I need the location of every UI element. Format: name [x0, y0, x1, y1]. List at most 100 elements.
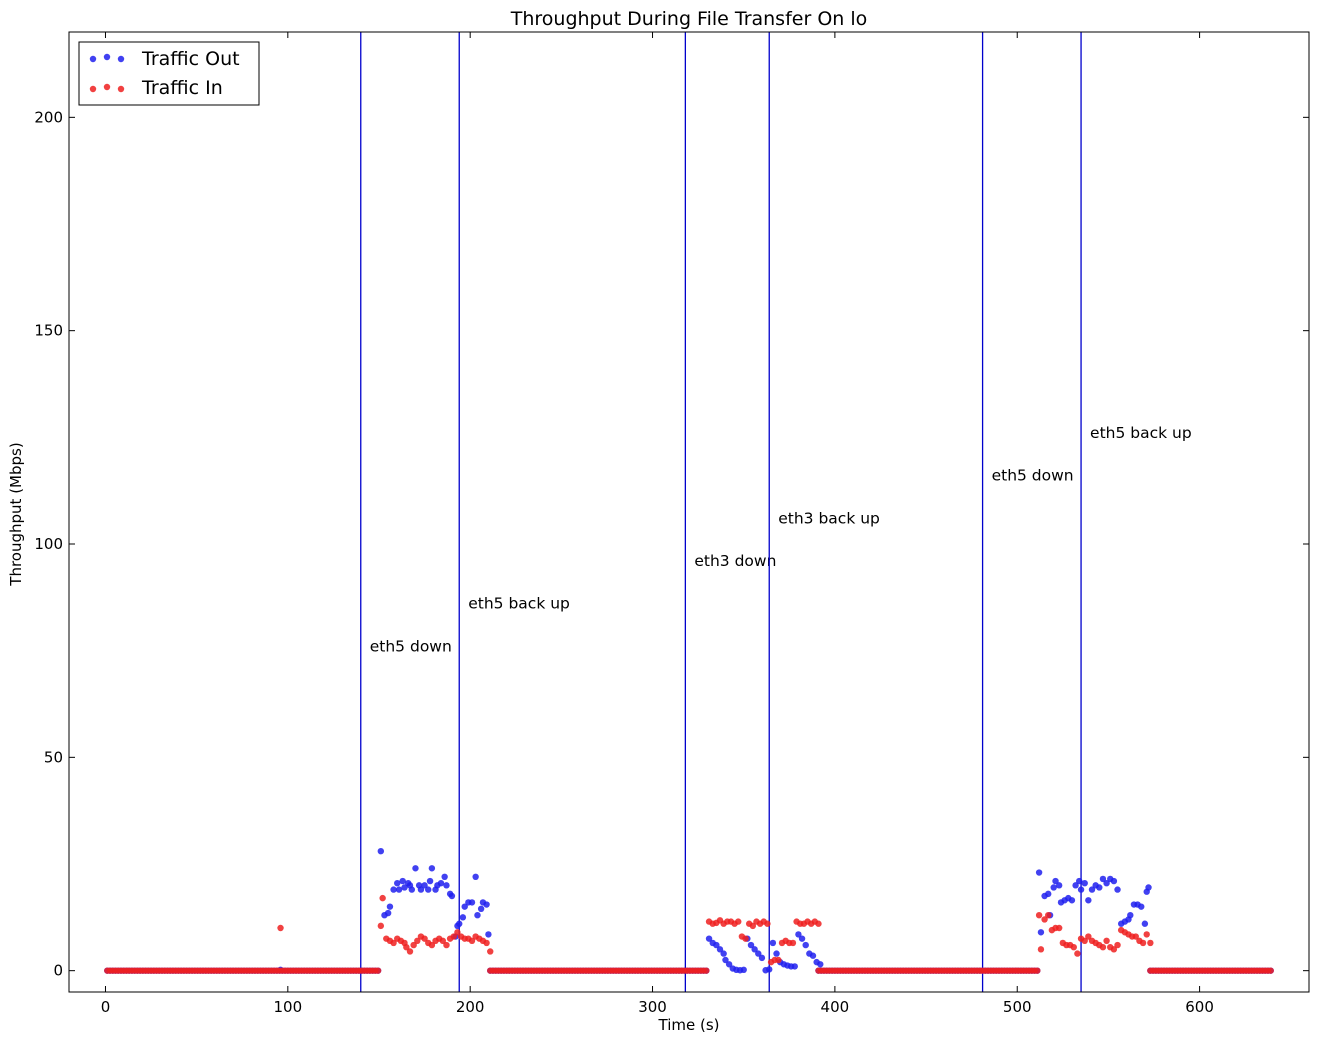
legend-traffic-in-dot	[89, 85, 97, 93]
traffic-out-point	[461, 903, 468, 910]
traffic-out-point	[426, 877, 434, 885]
traffic-out-point	[1099, 875, 1107, 883]
traffic-out-point	[1088, 886, 1096, 893]
traffic-in-point	[1147, 939, 1154, 947]
traffic-in-point	[1132, 933, 1139, 940]
traffic-in-point	[410, 941, 417, 949]
y-tick-label: 100	[34, 535, 63, 553]
traffic-in-point	[406, 948, 414, 955]
traffic-out-point	[377, 848, 385, 855]
traffic-in-point	[450, 933, 457, 940]
traffic-out-point	[751, 946, 758, 953]
traffic-in-point	[815, 920, 822, 927]
traffic-out-point	[468, 899, 476, 906]
traffic-out-point	[459, 914, 467, 921]
traffic-out-point	[1103, 880, 1110, 887]
traffic-out-point	[394, 880, 401, 887]
x-tick-label: 200	[456, 998, 485, 1016]
traffic-out-point	[1114, 886, 1121, 893]
traffic-out-point	[1052, 877, 1059, 885]
legend-traffic-in-marker	[89, 83, 125, 93]
traffic-out-point	[722, 956, 729, 964]
event-annotation: eth5 back up	[1090, 424, 1192, 442]
traffic-in-point	[374, 967, 382, 974]
traffic-in-point	[1045, 912, 1052, 919]
traffic-out-point	[483, 901, 490, 908]
legend-traffic-out-marker	[89, 53, 125, 63]
traffic-in-point	[377, 922, 385, 930]
x-tick-label: 0	[101, 998, 111, 1016]
traffic-out-point	[773, 950, 780, 957]
traffic-out-point	[798, 935, 806, 942]
traffic-out-point	[755, 950, 762, 957]
traffic-out-point	[428, 865, 436, 872]
traffic-out-point	[1050, 884, 1057, 891]
y-tick-label: 150	[34, 322, 63, 340]
ticks-layer: 0 100 200 300 400 500 600 0 50 100 150 200	[34, 32, 1309, 1016]
traffic-out-point	[1081, 880, 1088, 887]
traffic-out-point	[386, 903, 394, 910]
traffic-out-point	[716, 946, 724, 953]
traffic-out-point	[474, 912, 481, 919]
traffic-out-point	[740, 966, 747, 974]
traffic-in-point	[403, 944, 410, 951]
traffic-out-point	[1035, 869, 1043, 876]
legend-traffic-out-dot	[89, 55, 97, 63]
traffic-in-point	[1081, 937, 1088, 944]
traffic-in-point	[1085, 933, 1092, 940]
traffic-out-point	[791, 963, 798, 970]
x-tick-label: 300	[638, 998, 667, 1016]
traffic-out-point	[1110, 877, 1118, 885]
traffic-in-point	[1034, 967, 1041, 974]
traffic-in-point	[1055, 924, 1063, 932]
traffic-in-point	[742, 935, 749, 942]
traffic-out-point	[1076, 877, 1083, 885]
traffic-out-point	[384, 909, 392, 917]
legend: Traffic Out Traffic In	[78, 41, 260, 106]
traffic-out-point	[1138, 903, 1145, 910]
traffic-in-point	[439, 937, 447, 944]
y-tick-label: 200	[34, 108, 63, 126]
traffic-out-point	[456, 920, 463, 927]
x-tick-label: 500	[1003, 998, 1032, 1016]
traffic-in-point	[749, 922, 757, 930]
legend-traffic-out-label: Traffic Out	[141, 48, 240, 70]
traffic-out-point	[1127, 912, 1134, 919]
traffic-out-point	[443, 882, 450, 889]
traffic-out-point	[421, 882, 428, 889]
traffic-out-point	[1037, 929, 1045, 936]
traffic-out-point	[795, 931, 802, 938]
traffic-in-point	[1143, 931, 1150, 938]
traffic-out-point	[1145, 884, 1152, 891]
chart-title: Throughput During File Transfer On lo	[510, 8, 868, 30]
traffic-in-point	[764, 920, 771, 927]
traffic-out-point	[399, 877, 406, 885]
y-axis-label: Throughput (Mbps)	[7, 442, 25, 586]
traffic-in-point	[1035, 912, 1043, 919]
traffic-out-point	[1055, 882, 1063, 889]
traffic-in-point	[1037, 946, 1045, 953]
traffic-out-point	[769, 939, 777, 947]
legend-box	[78, 41, 260, 106]
traffic-in-point	[414, 937, 421, 944]
traffic-out-point	[425, 886, 432, 893]
traffic-in-point	[1267, 967, 1274, 974]
traffic-in-point	[487, 948, 494, 955]
event-annotation: eth5 back up	[468, 595, 570, 613]
traffic-in-point	[277, 924, 284, 932]
traffic-in-point	[1070, 944, 1077, 951]
traffic-out-point	[1077, 886, 1085, 893]
event-lines: eth5 down eth5 back up eth3 down eth3 back …	[360, 32, 1192, 992]
legend-traffic-in-dot	[117, 85, 125, 93]
traffic-in-point	[1114, 941, 1121, 949]
traffic-out-point	[817, 961, 824, 968]
traffic-in-point	[390, 939, 397, 947]
event-annotation: eth3 back up	[778, 509, 880, 527]
traffic-in-point	[483, 939, 490, 947]
traffic-out-point	[720, 950, 727, 957]
x-tick-label: 400	[821, 998, 850, 1016]
traffic-out-point	[747, 941, 755, 949]
traffic-out-point	[417, 886, 425, 893]
